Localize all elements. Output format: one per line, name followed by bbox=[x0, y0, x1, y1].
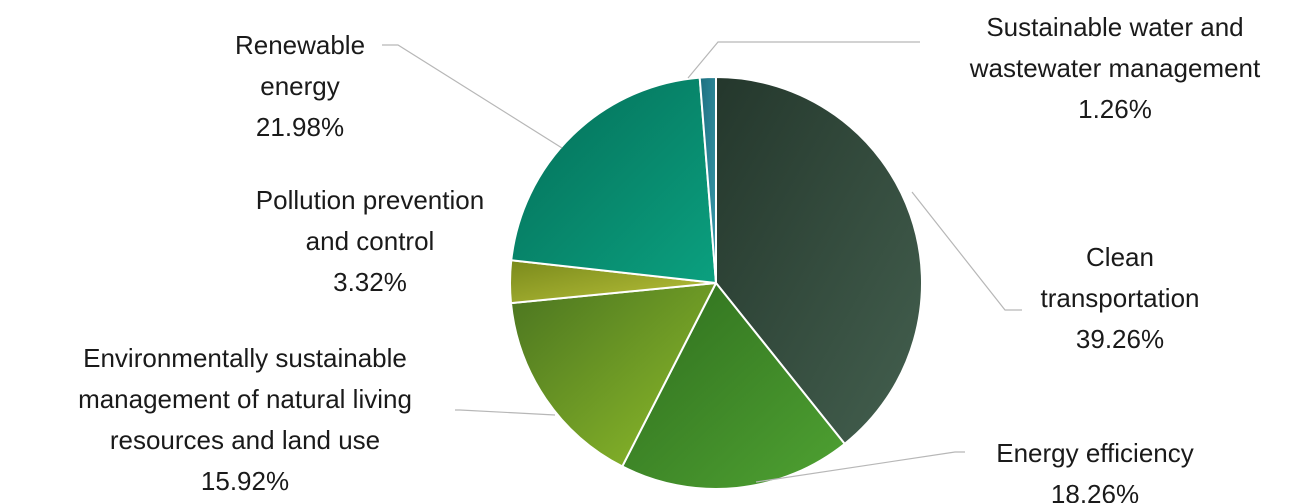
slice-label-4: Renewable energy 21.98% bbox=[235, 30, 365, 142]
slice-label-2: Environmentally sustainable management of… bbox=[78, 343, 412, 496]
slice-label-line: Sustainable water and bbox=[986, 12, 1243, 42]
pie-slice-1 bbox=[621, 282, 846, 490]
slice-label-line: 15.92% bbox=[201, 466, 289, 496]
slice-labels: Clean transportation 39.26% Energy efficien… bbox=[78, 12, 1261, 503]
slice-label-3: Pollution prevention and control 3.32% bbox=[256, 185, 484, 297]
slice-label-line: 3.32% bbox=[333, 267, 407, 297]
leader-line-4 bbox=[382, 44, 563, 149]
slice-label-line: energy bbox=[260, 71, 340, 101]
pie-slice-5 bbox=[698, 76, 717, 284]
leader-line-2 bbox=[455, 409, 556, 416]
slice-label-line: wastewater management bbox=[969, 53, 1261, 83]
pie-slice-0 bbox=[715, 76, 923, 445]
slice-label-line: management of natural living bbox=[78, 384, 412, 414]
slice-label-1: Energy efficiency 18.26% bbox=[996, 438, 1194, 503]
leader-line-5 bbox=[687, 41, 920, 79]
pie-slice-4 bbox=[510, 76, 717, 284]
slice-label-line: resources and land use bbox=[110, 425, 380, 455]
slice-label-line: Energy efficiency bbox=[996, 438, 1194, 468]
slice-label-0: Clean transportation 39.26% bbox=[1041, 242, 1200, 354]
leader-line-1 bbox=[755, 451, 965, 483]
slice-label-line: Environmentally sustainable bbox=[83, 343, 407, 373]
slice-label-line: Pollution prevention bbox=[256, 185, 484, 215]
leader-lines bbox=[382, 41, 1022, 483]
pie-slice-2 bbox=[509, 282, 717, 468]
leader-line-0 bbox=[911, 191, 1022, 311]
slice-label-line: 39.26% bbox=[1076, 324, 1164, 354]
slice-label-5: Sustainable water and wastewater manageme… bbox=[969, 12, 1261, 124]
slice-label-line: transportation bbox=[1041, 283, 1200, 313]
slice-label-line: Clean bbox=[1086, 242, 1154, 272]
pie-slices bbox=[509, 76, 923, 490]
slice-label-line: 21.98% bbox=[256, 112, 344, 142]
slice-label-line: 18.26% bbox=[1051, 479, 1139, 503]
slice-label-line: Renewable bbox=[235, 30, 365, 60]
slice-label-line: 1.26% bbox=[1078, 94, 1152, 124]
slice-label-line: and control bbox=[306, 226, 435, 256]
